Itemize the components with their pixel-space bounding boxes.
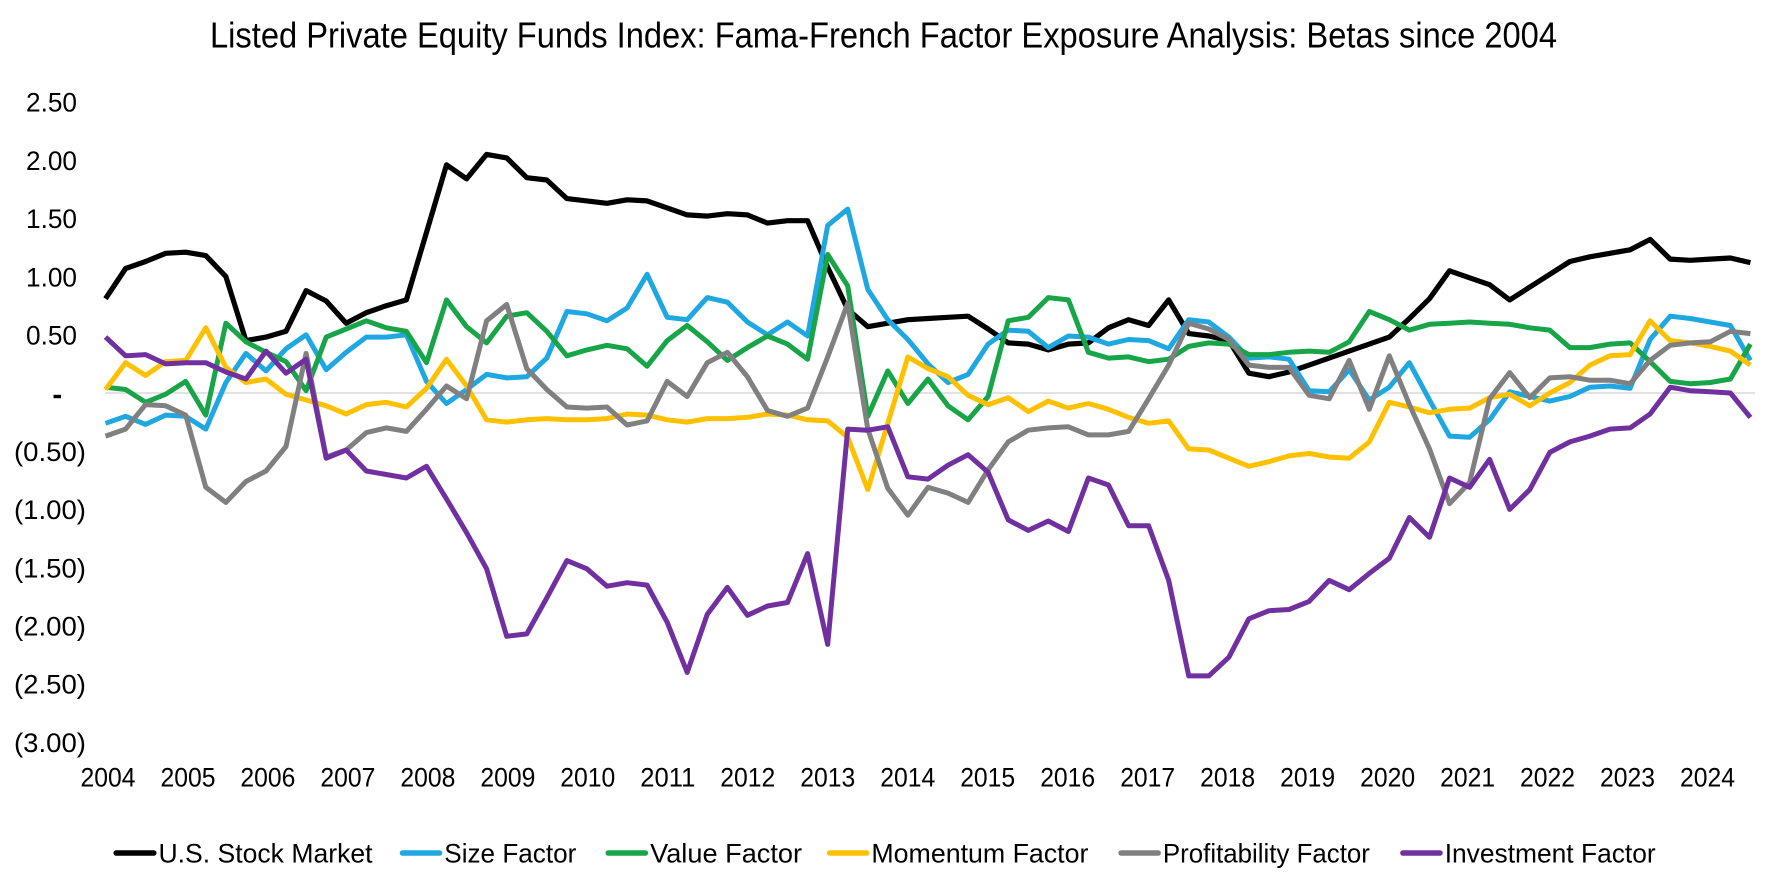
svg-text:2013: 2013 xyxy=(800,763,855,793)
svg-text:Investment Factor: Investment Factor xyxy=(1445,839,1656,869)
svg-text:2010: 2010 xyxy=(560,763,615,793)
svg-text:2023: 2023 xyxy=(1600,763,1655,793)
svg-text:2021: 2021 xyxy=(1440,763,1495,793)
svg-text:2005: 2005 xyxy=(161,763,216,793)
svg-text:2.50: 2.50 xyxy=(26,88,77,118)
svg-text:Profitability Factor: Profitability Factor xyxy=(1163,839,1370,869)
svg-text:2012: 2012 xyxy=(720,763,775,793)
svg-text:1.50: 1.50 xyxy=(26,204,77,234)
svg-text:(2.50): (2.50) xyxy=(14,670,86,700)
svg-text:1.00: 1.00 xyxy=(26,262,77,292)
svg-text:2018: 2018 xyxy=(1200,763,1255,793)
svg-text:2011: 2011 xyxy=(640,763,695,793)
svg-text:(2.00): (2.00) xyxy=(14,612,86,642)
svg-text:2016: 2016 xyxy=(1040,763,1095,793)
svg-text:2024: 2024 xyxy=(1680,763,1735,793)
svg-text:Momentum Factor: Momentum Factor xyxy=(871,839,1088,869)
svg-text:(3.00): (3.00) xyxy=(14,728,86,758)
svg-text:Value Factor: Value Factor xyxy=(650,839,802,869)
svg-text:2009: 2009 xyxy=(480,763,535,793)
svg-text:2020: 2020 xyxy=(1360,763,1415,793)
svg-text:2.00: 2.00 xyxy=(26,146,77,176)
svg-text:(1.50): (1.50) xyxy=(14,553,86,583)
svg-text:2004: 2004 xyxy=(81,763,136,793)
svg-text:2015: 2015 xyxy=(960,763,1015,793)
svg-text:Listed Private Equity Funds In: Listed Private Equity Funds Index: Fama-… xyxy=(210,15,1557,56)
svg-text:2014: 2014 xyxy=(880,763,935,793)
svg-text:2019: 2019 xyxy=(1280,763,1335,793)
svg-text:0.50: 0.50 xyxy=(26,321,77,351)
svg-text:(1.00): (1.00) xyxy=(14,495,86,525)
svg-text:2006: 2006 xyxy=(240,763,295,793)
svg-text:Size Factor: Size Factor xyxy=(444,839,576,869)
svg-text:2008: 2008 xyxy=(400,763,455,793)
svg-text:2022: 2022 xyxy=(1520,763,1575,793)
svg-text:U.S. Stock Market: U.S. Stock Market xyxy=(159,839,373,869)
svg-text:2017: 2017 xyxy=(1120,763,1175,793)
svg-text:(0.50): (0.50) xyxy=(14,437,86,467)
svg-text:2007: 2007 xyxy=(320,763,375,793)
